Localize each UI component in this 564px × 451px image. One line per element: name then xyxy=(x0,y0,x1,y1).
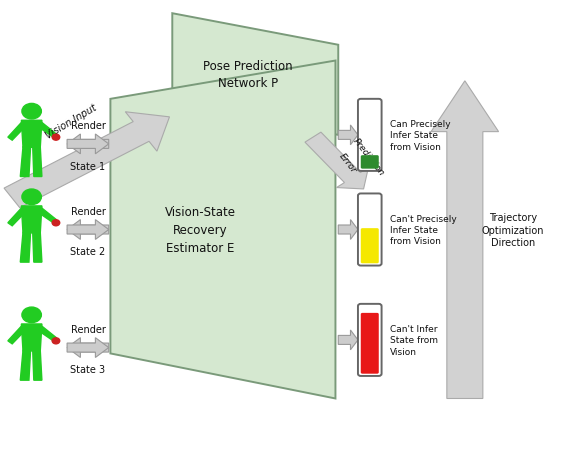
Text: Pose Prediction
Network P: Pose Prediction Network P xyxy=(204,60,293,90)
FancyBboxPatch shape xyxy=(361,313,379,374)
Polygon shape xyxy=(8,209,25,226)
Polygon shape xyxy=(67,135,109,154)
Circle shape xyxy=(52,338,60,344)
Circle shape xyxy=(22,308,41,323)
Polygon shape xyxy=(111,61,336,399)
Text: Trajectory
Optimization
Direction: Trajectory Optimization Direction xyxy=(482,212,544,248)
Polygon shape xyxy=(67,135,109,154)
Polygon shape xyxy=(33,350,42,380)
Polygon shape xyxy=(8,123,25,141)
Polygon shape xyxy=(172,14,338,136)
Polygon shape xyxy=(338,126,358,146)
Polygon shape xyxy=(305,133,368,189)
Text: State 1: State 1 xyxy=(70,161,105,171)
Polygon shape xyxy=(38,209,56,223)
Polygon shape xyxy=(431,82,499,399)
Polygon shape xyxy=(21,207,42,234)
Text: Vision Input: Vision Input xyxy=(43,103,98,141)
Polygon shape xyxy=(21,121,42,148)
Polygon shape xyxy=(21,324,42,351)
Text: Render: Render xyxy=(71,324,106,334)
Text: Render: Render xyxy=(71,206,106,216)
Text: Prediction: Prediction xyxy=(351,137,386,178)
Polygon shape xyxy=(338,220,358,240)
Polygon shape xyxy=(67,220,109,240)
Polygon shape xyxy=(4,112,169,208)
FancyBboxPatch shape xyxy=(358,100,382,171)
Text: Can Precisely
Infer State
from Vision: Can Precisely Infer State from Vision xyxy=(390,120,451,152)
Circle shape xyxy=(22,189,41,205)
FancyBboxPatch shape xyxy=(358,194,382,266)
FancyBboxPatch shape xyxy=(358,304,382,376)
Circle shape xyxy=(22,104,41,120)
Text: Render: Render xyxy=(71,121,106,131)
Polygon shape xyxy=(67,338,109,358)
Circle shape xyxy=(52,220,60,226)
Text: Can't Infer
State from
Vision: Can't Infer State from Vision xyxy=(390,324,438,356)
Polygon shape xyxy=(20,350,30,380)
Polygon shape xyxy=(38,327,56,341)
Text: State 2: State 2 xyxy=(70,247,105,257)
Polygon shape xyxy=(67,220,109,240)
Polygon shape xyxy=(38,123,56,138)
Text: Vision-State
Recovery
Estimator E: Vision-State Recovery Estimator E xyxy=(165,206,236,254)
Polygon shape xyxy=(33,233,42,262)
Text: Can't Precisely
Infer State
from Vision: Can't Precisely Infer State from Vision xyxy=(390,214,457,246)
Polygon shape xyxy=(20,233,30,262)
Polygon shape xyxy=(8,327,25,344)
FancyBboxPatch shape xyxy=(361,156,379,169)
Circle shape xyxy=(52,135,60,141)
FancyBboxPatch shape xyxy=(361,229,379,264)
Polygon shape xyxy=(338,330,358,350)
Polygon shape xyxy=(67,338,109,358)
Text: Error: Error xyxy=(337,151,358,174)
Polygon shape xyxy=(20,147,30,177)
Text: State 3: State 3 xyxy=(70,364,105,374)
Polygon shape xyxy=(33,147,42,177)
